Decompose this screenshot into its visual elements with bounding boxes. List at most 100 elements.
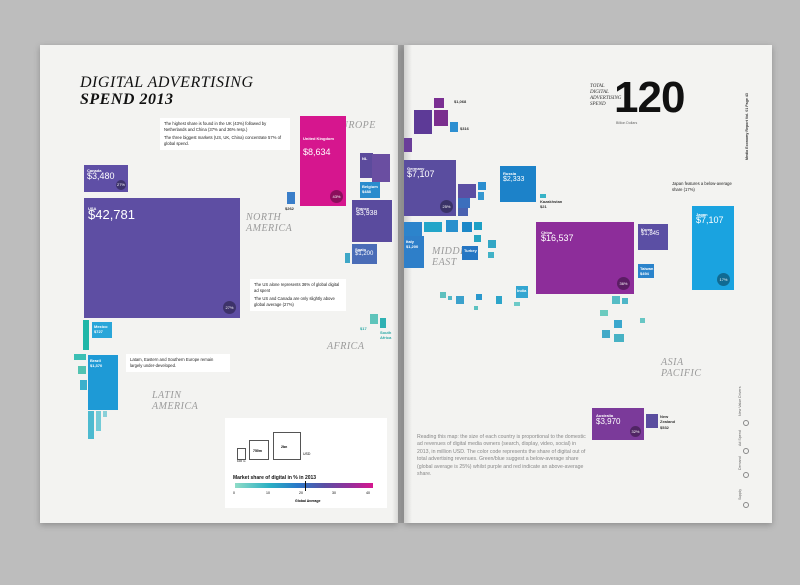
country-korea[interactable]: Korea $1,845 — [638, 224, 668, 250]
country-kazakhstan[interactable] — [540, 194, 546, 198]
country-turkey[interactable]: Turkey — [462, 246, 478, 260]
nav-dot[interactable] — [743, 502, 749, 508]
country-label: Canada — [87, 168, 102, 173]
legend-tick: 10 — [266, 491, 270, 495]
country-value: $1,370 — [90, 363, 103, 368]
side-nav-supply[interactable]: Supply — [738, 489, 742, 500]
country-malaysia[interactable] — [614, 320, 622, 328]
country-value: $2,333 — [503, 176, 525, 183]
country-india[interactable]: India — [516, 286, 528, 298]
country-hk[interactable] — [622, 298, 628, 304]
country-uk[interactable]: United Kingdom $8,634 43% — [300, 116, 346, 206]
country-singapore[interactable] — [602, 330, 610, 338]
country-norway[interactable] — [450, 122, 458, 132]
country-value: $3,480 — [87, 171, 115, 181]
nav-dot[interactable] — [743, 448, 749, 454]
country-small-latam[interactable] — [80, 380, 87, 390]
country-label: Spain — [355, 247, 366, 252]
country-argentina[interactable] — [96, 411, 101, 431]
country-small-europe[interactable] — [462, 222, 472, 232]
side-nav-demand[interactable]: Demand — [738, 456, 742, 470]
note-text: The US and Canada are only slightly abov… — [254, 296, 335, 307]
country-japan[interactable]: Japan $7,107 17% — [692, 206, 734, 290]
south-africa-label: South Africa — [380, 330, 392, 340]
region-europe: EUROPE — [334, 120, 376, 131]
region-africa: AFRICA — [327, 341, 365, 352]
side-nav-new-value-drivers[interactable]: New Value Drivers — [738, 386, 742, 417]
country-small-me[interactable] — [448, 296, 452, 300]
country-china[interactable]: China $16,537 36% — [536, 222, 634, 294]
country-nordic[interactable] — [372, 154, 390, 182]
country-small-latam[interactable] — [83, 320, 89, 350]
country-value: $7,107 — [696, 215, 724, 225]
country-mexico[interactable]: Mexico $727 — [92, 322, 112, 338]
country-sri-lanka[interactable] — [514, 302, 520, 306]
country-taiwan[interactable]: Taiwan $494 — [638, 264, 654, 278]
country-label: India — [517, 288, 527, 293]
country-small-europe[interactable] — [488, 252, 494, 258]
country-saudi[interactable] — [456, 296, 464, 304]
country-australia[interactable]: Australia $3,970 32% — [592, 408, 644, 440]
country-morocco[interactable] — [370, 314, 378, 324]
country-small-europe[interactable] — [478, 182, 486, 190]
country-denmark[interactable] — [434, 110, 448, 126]
country-italy[interactable]: Italy $1,200 — [404, 236, 424, 268]
country-austria[interactable] — [446, 220, 458, 232]
country-egypt[interactable] — [440, 292, 446, 298]
country-sweden[interactable] — [434, 98, 444, 108]
country-kuwait[interactable] — [476, 294, 482, 300]
country-nl[interactable]: NL — [360, 153, 373, 178]
morocco-value: $17 — [360, 326, 367, 331]
legend-size-label: 100 m — [237, 459, 246, 463]
note-uk: The highest share is found in the UK (43… — [160, 118, 290, 150]
country-central-europe[interactable] — [458, 198, 470, 208]
note-japan: Japan features a below-average share (17… — [672, 181, 732, 192]
legend-tick: 40 — [366, 491, 370, 495]
country-usa[interactable]: USA $42,781 27% — [84, 198, 240, 318]
country-vietnam[interactable] — [600, 310, 608, 316]
nav-dot[interactable] — [743, 472, 749, 478]
country-value: $7,107 — [407, 169, 435, 179]
country-label: Italy — [406, 239, 415, 244]
country-chile[interactable] — [88, 411, 94, 439]
country-germany[interactable]: Germany $7,107 25% — [404, 160, 456, 216]
legend-unit: USD — [303, 452, 311, 456]
country-ireland[interactable]: $262 — [285, 192, 295, 211]
country-canada[interactable]: Canada $3,480 27% — [84, 165, 128, 192]
country-nordic-block[interactable] — [414, 110, 432, 134]
country-small-europe[interactable] — [478, 192, 484, 200]
country-south-africa[interactable] — [380, 318, 386, 328]
country-france[interactable]: France $3,938 — [352, 200, 392, 242]
header-side-label: TOTAL DIGITAL ADVERTISING SPEND — [590, 84, 622, 107]
country-value: $727 — [94, 329, 103, 334]
country-small-europe[interactable] — [474, 222, 482, 230]
country-small-europe[interactable] — [488, 240, 496, 248]
country-brazil[interactable]: Brazil $1,370 — [88, 355, 118, 410]
country-uruguay[interactable] — [103, 411, 107, 417]
country-small-europe[interactable] — [424, 222, 442, 232]
country-philippines[interactable] — [640, 318, 645, 323]
country-small-latam[interactable] — [78, 366, 86, 374]
country-central-europe[interactable] — [458, 208, 468, 216]
side-nav-ad-spend[interactable]: Ad Spend — [738, 430, 742, 446]
country-russia[interactable]: Russia $2,333 — [500, 166, 536, 202]
country-czech[interactable] — [404, 222, 422, 236]
country-belgium[interactable]: Belgium $488 — [360, 182, 380, 198]
country-new-zealand[interactable] — [646, 414, 658, 428]
region-latin-america: LATIN AMERICA — [152, 390, 199, 412]
country-portugal[interactable] — [345, 253, 350, 263]
country-small-europe[interactable] — [474, 235, 481, 242]
country-small-me[interactable] — [474, 306, 478, 310]
country-label: USA — [88, 206, 97, 211]
country-central-europe[interactable] — [458, 184, 476, 198]
country-small-latam[interactable] — [74, 354, 86, 360]
nav-dot[interactable] — [743, 420, 749, 426]
country-label: United Kingdom — [303, 136, 334, 141]
country-indonesia[interactable] — [614, 334, 624, 342]
country-small-me[interactable] — [496, 296, 502, 304]
header-number: 120 — [614, 73, 685, 122]
country-spain[interactable]: Spain $1,200 — [352, 244, 377, 264]
country-thailand[interactable] — [612, 296, 620, 304]
header-unit: Billion Dollars — [616, 121, 638, 125]
country-small-europe[interactable] — [404, 138, 412, 152]
